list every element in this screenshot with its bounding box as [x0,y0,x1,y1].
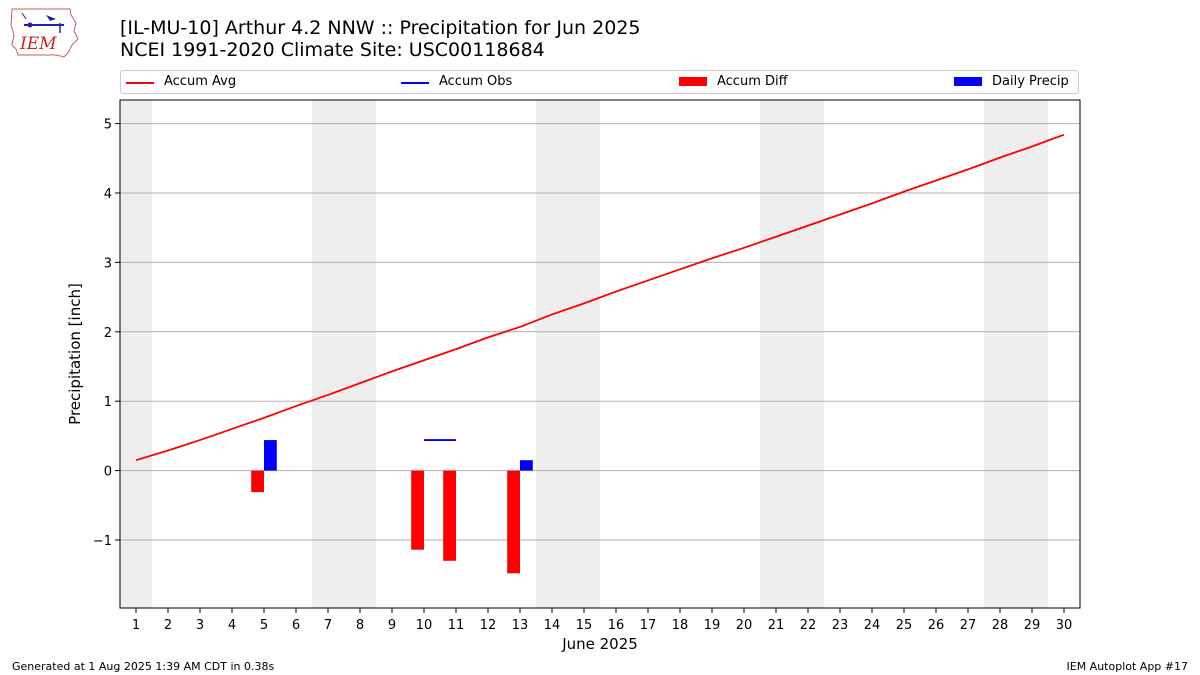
bars [251,440,533,574]
y-tick-label: 0 [104,465,112,480]
plot-frame [119,99,1081,609]
x-tick-label: 17 [640,618,657,633]
gridlines [120,123,1080,541]
x-tick-label: 29 [1024,618,1041,633]
footer-generated: Generated at 1 Aug 2025 1:39 AM CDT in 0… [12,660,275,673]
daily-precip-bar [264,440,277,471]
weekend-band [120,100,152,608]
x-tick-label: 7 [324,618,332,633]
x-tick-label: 4 [228,618,236,633]
x-tick-label: 18 [672,618,689,633]
x-tick-label: 21 [768,618,785,633]
legend-swatch [126,82,154,84]
x-tick-label: 13 [512,618,529,633]
weekend-band [760,100,824,608]
y-tick-label: 1 [104,395,112,410]
x-tick-label: 24 [864,618,881,633]
x-axis-label: June 2025 [561,635,638,653]
legend-label: Daily Precip [992,74,1069,89]
x-tick-label: 5 [260,618,268,633]
legend-swatch [954,77,982,86]
x-tick-label: 23 [832,618,849,633]
weekend-band [536,100,600,608]
x-tick-label: 11 [448,618,465,633]
x-tick-label: 30 [1056,618,1073,633]
daily-precip-bar [520,460,533,471]
x-tick-label: 1 [132,618,140,633]
x-tick-label: 9 [388,618,396,633]
x-tick-label: 22 [800,618,817,633]
chart-title: [IL-MU-10] Arthur 4.2 NNW :: Precipitati… [120,17,641,39]
weekend-shading [120,100,1048,608]
x-tick-label: 6 [292,618,300,633]
x-tick-label: 8 [356,618,364,633]
x-tick-label: 3 [196,618,204,633]
legend-label: Accum Avg [164,74,237,89]
y-tick-label: 4 [104,187,112,202]
y-tick-label: 5 [104,118,112,133]
weekend-band [984,100,1048,608]
y-tick-label: 3 [104,256,112,271]
legend-label: Accum Diff [717,74,788,89]
accum-avg-line [135,133,1065,462]
x-tick-label: 14 [544,618,561,633]
legend-swatch [401,82,429,84]
x-tick-label: 25 [896,618,913,633]
x-tick-label: 26 [928,618,945,633]
x-tick-label: 12 [480,618,497,633]
y-axis-label: Precipitation [inch] [66,283,84,425]
x-tick-label: 27 [960,618,977,633]
x-tick-label: 2 [164,618,172,633]
x-tick-label: 10 [416,618,433,633]
x-tick-label: 20 [736,618,753,633]
iem-logo: IEM [10,8,79,58]
x-tick-label: 28 [992,618,1009,633]
logo-text: IEM [19,34,57,54]
accum-diff-bar [251,470,264,493]
weekend-band [312,100,376,608]
footer-app: IEM Autoplot App #17 [1066,660,1189,673]
legend-label: Accum Obs [439,74,513,89]
accum-diff-bar [507,470,520,574]
chart-subtitle: NCEI 1991-2020 Climate Site: USC00118684 [120,39,545,61]
legend-swatch [679,77,707,86]
x-tick-label: 16 [608,618,625,633]
x-tick-label: 15 [576,618,593,633]
y-tick-label: 2 [104,326,112,341]
legend: Accum Avg Accum Obs Accum Diff Daily Pre… [120,70,1079,94]
accum-diff-bar [443,470,456,561]
y-tick-label: −1 [93,534,112,549]
lines [135,133,1065,462]
accum-diff-bar [411,470,424,550]
x-tick-label: 19 [704,618,721,633]
